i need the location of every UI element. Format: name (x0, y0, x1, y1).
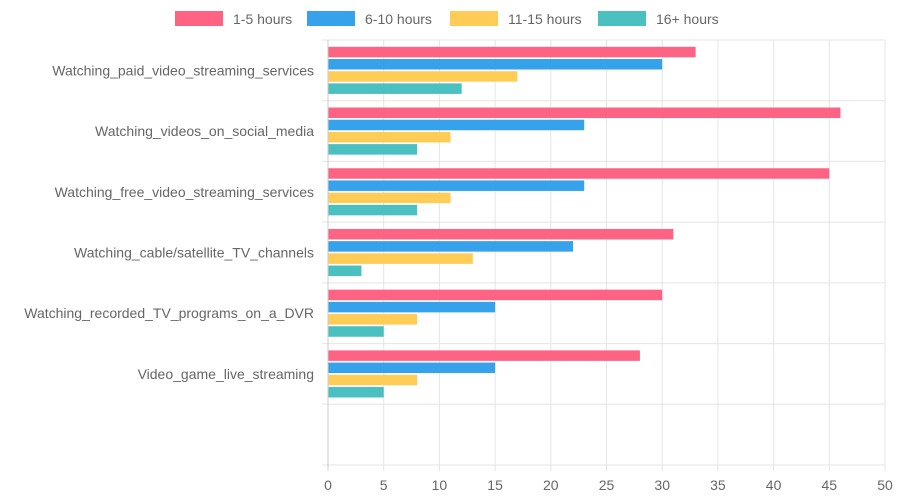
bar-11-15-hours-4[interactable] (328, 253, 473, 264)
x-tick-label: 25 (599, 477, 615, 493)
bar-16-hours-4[interactable] (328, 265, 362, 277)
category-label: Watching_cable/satellite_TV_channels (74, 245, 314, 261)
category-label: Watching_videos_on_social_media (95, 123, 314, 139)
x-tick-label: 30 (654, 477, 670, 493)
legend-swatch-1[interactable] (175, 11, 223, 26)
x-tick-label: 50 (877, 477, 893, 493)
legend-label-4[interactable]: 16+ hours (656, 11, 719, 27)
bar-16-hours-2[interactable] (328, 144, 418, 155)
bar-6-10-hours-4[interactable] (328, 241, 574, 252)
x-tick-label: 0 (324, 477, 332, 493)
bar-6-10-hours-6[interactable] (328, 362, 496, 374)
bar-16-hours-5[interactable] (328, 326, 384, 337)
x-tick-label: 5 (380, 477, 388, 493)
category-label: Video_game_live_streaming (138, 366, 314, 382)
legend-swatch-3[interactable] (450, 11, 498, 26)
bar-11-15-hours-3[interactable] (328, 192, 451, 204)
legend-label-3[interactable]: 11-15 hours (508, 11, 582, 27)
x-tick-label: 20 (543, 477, 559, 493)
bar-1-5-hours-1[interactable] (328, 46, 696, 58)
x-tick-label: 35 (710, 477, 726, 493)
bar-6-10-hours-3[interactable] (328, 180, 585, 191)
bar-6-10-hours-1[interactable] (328, 59, 663, 70)
category-label: Watching_recorded_TV_programs_on_a_DVR (24, 305, 314, 321)
x-tick-labels: 0 5 10 15 20 25 30 35 40 45 50 (324, 477, 893, 493)
legend: 1-5 hours 6-10 hours 11-15 hours 16+ hours (175, 11, 719, 27)
legend-swatch-4[interactable] (598, 11, 646, 26)
x-tick-label: 10 (432, 477, 448, 493)
legend-label-2[interactable]: 6-10 hours (365, 11, 432, 27)
bar-11-15-hours-2[interactable] (328, 131, 451, 143)
bar-16-hours-3[interactable] (328, 204, 418, 216)
bar-1-5-hours-5[interactable] (328, 289, 663, 301)
category-labels: Watching_paid_video_streaming_services Wa… (24, 62, 314, 382)
bar-1-5-hours-3[interactable] (328, 168, 830, 179)
category-label: Watching_paid_video_streaming_services (52, 62, 314, 78)
legend-swatch-2[interactable] (307, 11, 355, 26)
bars (328, 46, 841, 398)
bar-16-hours-6[interactable] (328, 386, 384, 398)
bar-1-5-hours-6[interactable] (328, 350, 640, 361)
bar-16-hours-1[interactable] (328, 83, 462, 94)
x-tick-label: 40 (766, 477, 782, 493)
category-label: Watching_free_video_streaming_services (55, 184, 314, 200)
bar-11-15-hours-6[interactable] (328, 374, 418, 386)
bar-11-15-hours-1[interactable] (328, 71, 518, 82)
bar-1-5-hours-2[interactable] (328, 107, 841, 119)
bar-11-15-hours-5[interactable] (328, 314, 418, 325)
x-tick-label: 45 (822, 477, 838, 493)
legend-label-1[interactable]: 1-5 hours (233, 11, 292, 27)
bar-6-10-hours-5[interactable] (328, 301, 496, 313)
bar-6-10-hours-2[interactable] (328, 119, 585, 131)
x-tick-label: 15 (487, 477, 503, 493)
bar-1-5-hours-4[interactable] (328, 228, 674, 240)
